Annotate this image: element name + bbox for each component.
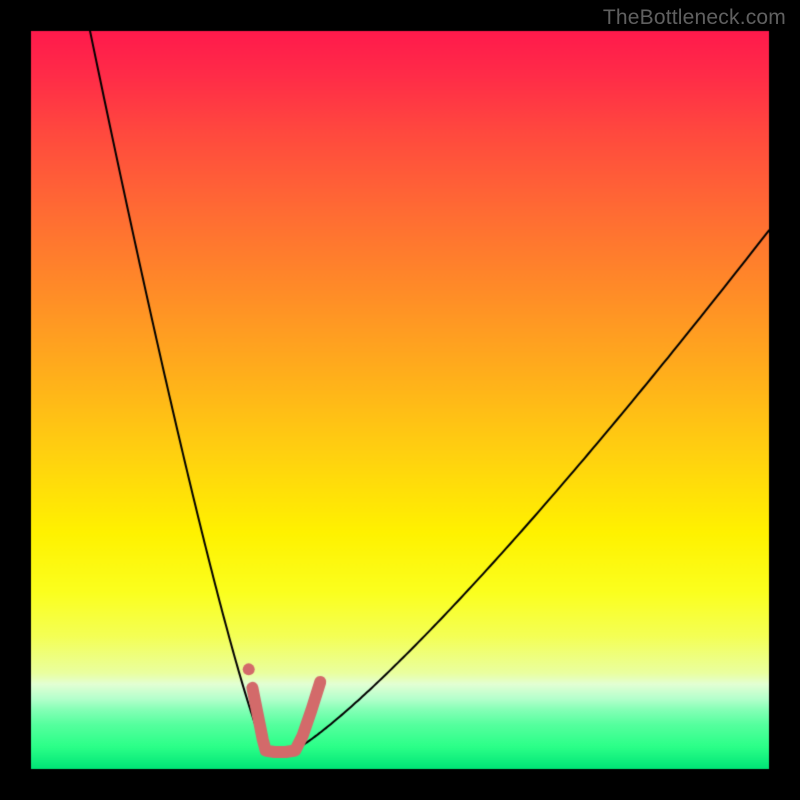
bottleneck-chart-canvas bbox=[0, 0, 800, 800]
bottleneck-chart-frame: { "canvas": { "width": 800, "height": 80… bbox=[0, 0, 800, 800]
